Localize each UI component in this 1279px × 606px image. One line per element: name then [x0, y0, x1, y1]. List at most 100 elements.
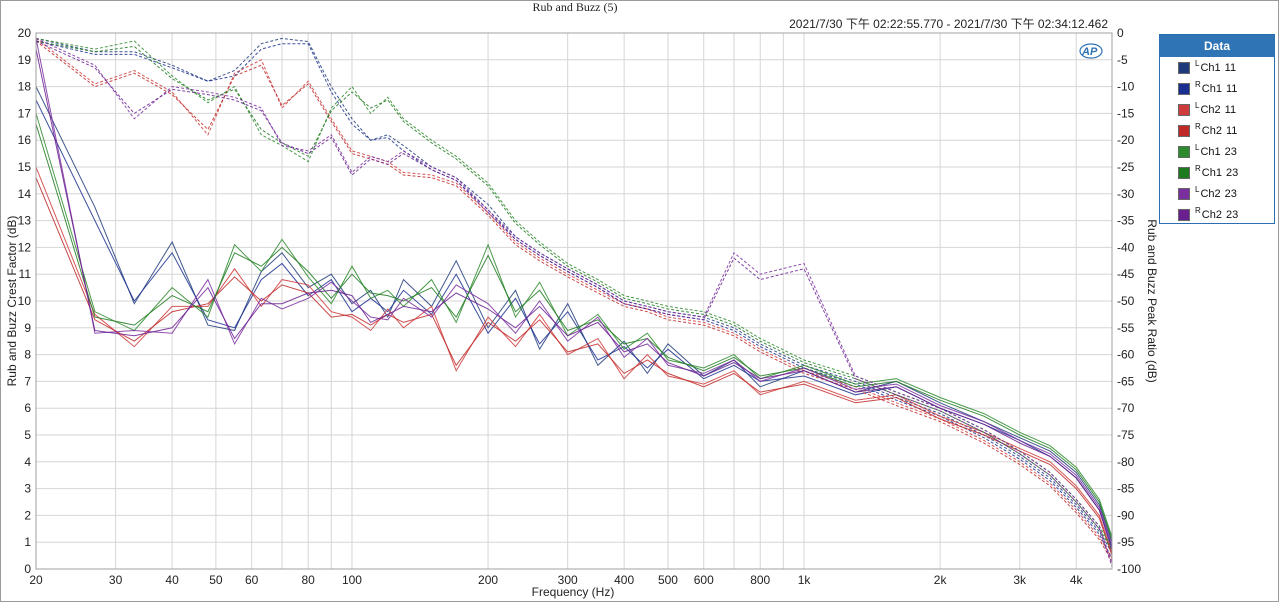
legend-channel-side: R — [1195, 80, 1201, 89]
chart-title: Rub and Buzz (5) — [533, 1, 618, 14]
right-y-tick-label: -5 — [1117, 53, 1128, 67]
y-tick-label: 10 — [18, 294, 32, 308]
right-y-tick-label: -40 — [1117, 240, 1135, 254]
x-tick-label: 500 — [658, 573, 678, 587]
series-line-crest-factor — [36, 166, 1112, 554]
x-tick-label: 2k — [934, 573, 948, 587]
right-y-tick-label: -25 — [1117, 160, 1135, 174]
y-tick-label: 3 — [24, 482, 31, 496]
legend-series-name: Ch2 — [1201, 124, 1222, 137]
legend-series-name: Ch1 — [1200, 145, 1221, 158]
y-tick-label: 17 — [18, 106, 32, 120]
series-layer — [36, 37, 1112, 567]
legend-series-name: Ch2 — [1200, 187, 1221, 200]
y-tick-label: 6 — [24, 401, 31, 415]
legend-item[interactable]: L Ch1 11 — [1160, 57, 1274, 78]
right-y-axis-ticks: 0 -5 -10 -15 -20 -25 -30 -35 -40 -45 -50 -55 -60 -65 -… — [1117, 26, 1141, 576]
ap-logo-icon: AP — [1079, 43, 1103, 59]
legend-item[interactable]: L Ch2 11 — [1160, 99, 1274, 120]
series-line-peak-ratio — [36, 37, 1112, 548]
right-y-tick-label: -75 — [1117, 428, 1135, 442]
legend-channel-side: L — [1195, 185, 1200, 194]
y-tick-label: 20 — [18, 26, 32, 40]
svg-text:AP: AP — [1081, 46, 1098, 58]
legend-item[interactable]: L Ch1 23 — [1160, 141, 1274, 162]
legend-item[interactable]: R Ch1 11 — [1160, 78, 1274, 99]
series-line-crest-factor — [36, 177, 1112, 556]
legend-series-number: 23 — [1224, 145, 1237, 158]
y-tick-label: 11 — [19, 267, 32, 281]
legend-swatch — [1178, 103, 1190, 116]
y-tick-label: 12 — [18, 240, 32, 254]
y-tick-label: 1 — [24, 535, 31, 549]
right-y-tick-label: -65 — [1117, 374, 1135, 388]
grid-lines — [35, 32, 1112, 570]
legend-series-name: Ch1 — [1200, 61, 1221, 74]
x-tick-label: 40 — [165, 573, 179, 587]
legend-series-number: 11 — [1224, 61, 1237, 74]
y-tick-label: 9 — [24, 321, 31, 335]
legend-swatch — [1178, 208, 1190, 221]
y-tick-label: 0 — [24, 562, 31, 576]
x-tick-label: 400 — [614, 573, 634, 587]
legend-channel-side: L — [1195, 101, 1200, 110]
right-y-tick-label: -95 — [1117, 535, 1135, 549]
right-y-tick-label: 0 — [1117, 26, 1124, 40]
x-tick-label: 1k — [798, 573, 812, 587]
right-y-tick-label: -55 — [1117, 321, 1135, 335]
series-line-peak-ratio — [36, 38, 1112, 559]
right-y-tick-label: -50 — [1117, 294, 1135, 308]
legend-channel-side: R — [1195, 206, 1201, 215]
x-tick-label: 4k — [1070, 573, 1084, 587]
legend-series-name: Ch2 — [1200, 103, 1221, 116]
y-tick-label: 2 — [24, 508, 31, 522]
legend-header: Data — [1160, 35, 1274, 57]
x-tick-label: 60 — [245, 573, 259, 587]
x-tick-label: 20 — [29, 573, 43, 587]
y-tick-label: 7 — [24, 374, 31, 388]
y-tick-label: 19 — [18, 53, 32, 67]
legend-channel-side: L — [1195, 59, 1200, 68]
series-line-peak-ratio — [36, 40, 1112, 567]
right-y-tick-label: -30 — [1117, 187, 1135, 201]
right-y-tick-label: -20 — [1117, 133, 1135, 147]
y-tick-label: 5 — [24, 428, 31, 442]
y-tick-label: 16 — [18, 133, 32, 147]
right-y-tick-label: -45 — [1117, 267, 1135, 281]
legend-item[interactable]: L Ch2 23 — [1160, 183, 1274, 204]
right-y-tick-label: -85 — [1117, 482, 1135, 496]
right-y-tick-label: -10 — [1117, 80, 1135, 94]
y-tick-label: 18 — [18, 80, 32, 94]
x-tick-label: 800 — [750, 573, 770, 587]
legend-swatch — [1178, 61, 1190, 74]
legend-series-number: 11 — [1225, 124, 1238, 137]
right-y-tick-label: -100 — [1117, 562, 1141, 576]
right-y-tick-label: -90 — [1117, 508, 1135, 522]
x-tick-label: 50 — [209, 573, 223, 587]
x-tick-label: 100 — [342, 573, 362, 587]
legend-channel-side: L — [1195, 143, 1200, 152]
legend-series-number: 23 — [1225, 166, 1239, 179]
legend-swatch — [1178, 145, 1190, 158]
y-tick-label: 15 — [18, 160, 32, 174]
series-line-crest-factor — [36, 123, 1112, 540]
legend-series-number: 11 — [1225, 82, 1238, 95]
legend-item[interactable]: R Ch2 11 — [1160, 120, 1274, 141]
y-tick-label: 14 — [18, 187, 32, 201]
series-line-peak-ratio — [36, 40, 1112, 551]
legend-item[interactable]: R Ch1 23 — [1160, 162, 1274, 183]
series-line-crest-factor — [36, 38, 1112, 546]
legend-swatch — [1178, 124, 1190, 137]
right-y-axis-label: Rub and Buzz Peak Ratio (dB) — [1145, 219, 1159, 382]
legend-swatch — [1178, 82, 1190, 95]
legend-items: L Ch1 11 R Ch1 11 L Ch2 11 R Ch2 11 L Ch1 23 R Ch1 23 L Ch2… — [1160, 57, 1274, 225]
x-tick-label: 300 — [558, 573, 578, 587]
legend-item[interactable]: R Ch2 23 — [1160, 204, 1274, 225]
legend-channel-side: R — [1195, 164, 1201, 173]
legend-series-number: 23 — [1225, 208, 1239, 221]
x-tick-label: 80 — [301, 573, 315, 587]
legend-swatch — [1178, 187, 1190, 200]
y-axis-label: Rub and Buzz Crest Factor (dB) — [5, 216, 19, 387]
